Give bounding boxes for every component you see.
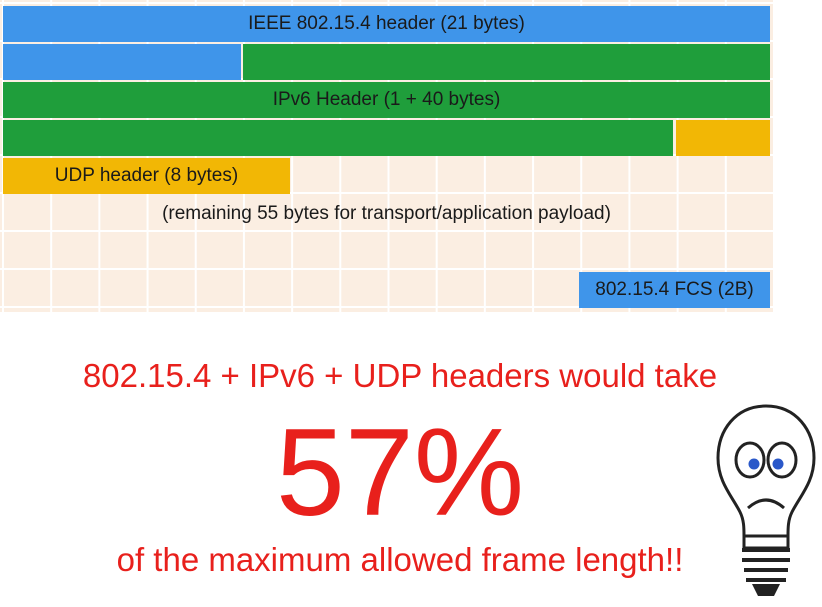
udp-header-start-segment bbox=[676, 120, 770, 156]
ieee-header-label: IEEE 802.15.4 header (21 bytes) bbox=[248, 13, 525, 34]
ipv6-header-start-segment bbox=[243, 44, 770, 80]
message-line1: 802.15.4 + IPv6 + UDP headers would take bbox=[82, 357, 718, 394]
message-percent: 57% bbox=[275, 404, 525, 542]
frown-mouth bbox=[747, 498, 785, 510]
fcs-label: 802.15.4 FCS (2B) bbox=[595, 279, 754, 300]
right-pupil bbox=[772, 458, 784, 470]
bulb-collar bbox=[742, 534, 790, 550]
bulb-tip bbox=[752, 584, 780, 596]
udp-header-label: UDP header (8 bytes) bbox=[54, 165, 239, 186]
right-eye bbox=[766, 441, 798, 479]
ipv6-header-label: IPv6 Header (1 + 40 bytes) bbox=[272, 89, 501, 110]
fcs-segment: 802.15.4 FCS (2B) bbox=[579, 272, 770, 308]
udp-header-row: UDP header (8 bytes) bbox=[3, 158, 770, 194]
payload-row: (remaining 55 bytes for transport/applic… bbox=[3, 196, 770, 232]
empty-row bbox=[3, 234, 770, 270]
ipv6-header-row: IPv6 Header (1 + 40 bytes) bbox=[3, 82, 770, 118]
ieee-header-row: IEEE 802.15.4 header (21 bytes) bbox=[3, 6, 770, 42]
ieee-ipv6-split-row bbox=[3, 44, 770, 80]
fcs-row: 802.15.4 FCS (2B) bbox=[3, 272, 770, 308]
frame-diagram: IEEE 802.15.4 header (21 bytes) IPv6 Hea… bbox=[0, 0, 773, 312]
ipv6-header-segment: IPv6 Header (1 + 40 bytes) bbox=[3, 82, 770, 118]
bulb-threads bbox=[742, 548, 790, 582]
left-eye bbox=[734, 441, 766, 479]
left-pupil bbox=[748, 458, 760, 470]
udp-header-segment: UDP header (8 bytes) bbox=[3, 158, 290, 194]
ieee-header-tail-segment bbox=[3, 44, 241, 80]
message-line2: of the maximum allowed frame length!! bbox=[116, 541, 684, 578]
ieee-header-segment: IEEE 802.15.4 header (21 bytes) bbox=[3, 6, 770, 42]
ipv6-udp-split-row bbox=[3, 120, 770, 156]
payload-label: (remaining 55 bytes for transport/applic… bbox=[162, 203, 611, 224]
payload-segment: (remaining 55 bytes for transport/applic… bbox=[3, 196, 770, 232]
sad-light-bulb-icon bbox=[712, 400, 820, 600]
ipv6-header-tail-segment bbox=[3, 120, 673, 156]
